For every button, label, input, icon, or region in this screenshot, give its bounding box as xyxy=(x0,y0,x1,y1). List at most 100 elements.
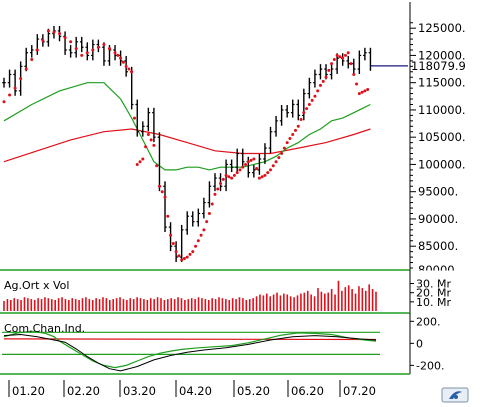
parabolic-sar-dot xyxy=(121,60,125,64)
price-bar xyxy=(246,156,251,178)
parabolic-sar-dot xyxy=(313,94,317,98)
parabolic-sar-dot xyxy=(316,89,320,93)
parabolic-sar-dot xyxy=(235,171,239,175)
parabolic-sar-dot xyxy=(199,233,203,237)
parabolic-sar-dot xyxy=(244,162,248,166)
parabolic-sar-dot xyxy=(30,58,34,62)
price-tick-label: 95000. xyxy=(418,185,458,199)
price-bar xyxy=(7,69,12,88)
volume-title: Ag.Ort x Vol xyxy=(4,279,69,292)
price-bar xyxy=(329,64,334,80)
parabolic-sar-dot xyxy=(207,211,211,215)
parabolic-sar-dot xyxy=(188,252,192,256)
label-mask xyxy=(416,270,482,283)
parabolic-sar-dot xyxy=(299,117,303,121)
parabolic-sar-dot xyxy=(191,250,195,254)
parabolic-sar-dot xyxy=(74,47,78,51)
oscillator-line xyxy=(3,330,377,369)
price-bar xyxy=(179,224,184,263)
oscillator-tick-label: 0 xyxy=(416,337,423,350)
parabolic-sar-dot xyxy=(113,51,117,55)
parabolic-sar-dot xyxy=(205,220,209,224)
price-bar xyxy=(290,99,295,118)
parabolic-sar-dot xyxy=(282,146,286,150)
price-tick-label: 90000. xyxy=(418,212,458,226)
oscillator-title: Com.Chan.Ind. xyxy=(4,322,85,335)
parabolic-sar-dot xyxy=(260,175,264,179)
price-bar xyxy=(24,47,29,72)
price-bar xyxy=(235,148,239,173)
oscillator-tick-label: -200. xyxy=(416,359,444,372)
parabolic-sar-dot xyxy=(216,187,220,191)
parabolic-sar-dot xyxy=(285,141,289,145)
date-axis: 01.20 02.20 03.20 04.20 05.20 06.20 07.20 xyxy=(8,380,376,398)
oscillator-panel: Com.Chan.Ind. 200. 0 -200. xyxy=(0,313,444,375)
parabolic-sar-dot xyxy=(96,45,100,49)
parabolic-sar-dot xyxy=(302,111,306,115)
parabolic-sar-dot xyxy=(13,86,17,90)
parabolic-sar-dot xyxy=(174,250,178,254)
price-tick-label: 85000. xyxy=(418,239,458,253)
volume-tick-label: 10. Mr xyxy=(416,296,451,309)
price-bar xyxy=(346,55,351,69)
parabolic-sar-dot xyxy=(221,177,225,181)
price-bar xyxy=(196,208,201,227)
parabolic-sar-dot xyxy=(24,67,28,71)
parabolic-sar-dot xyxy=(318,83,322,87)
moving-average-long-line xyxy=(3,128,371,163)
parabolic-sar-dot xyxy=(224,173,228,177)
parabolic-sar-dot xyxy=(69,40,73,44)
price-bar xyxy=(357,50,362,74)
parabolic-sar-dot xyxy=(146,132,150,136)
parabolic-sar-dot xyxy=(332,58,336,62)
parabolic-sar-dot xyxy=(255,167,259,171)
parabolic-sar-dot xyxy=(352,73,356,77)
date-tick-label: 07.20 xyxy=(343,384,376,398)
parabolic-sar-dot xyxy=(182,256,186,260)
price-bar xyxy=(35,34,40,55)
parabolic-sar-dot xyxy=(2,100,6,104)
price-bar xyxy=(263,143,267,164)
parabolic-sar-dot xyxy=(310,98,314,102)
parabolic-sar-dot xyxy=(327,68,331,72)
parabolic-sar-dot xyxy=(288,137,292,141)
price-bar xyxy=(207,181,212,208)
oscillator-smoothed-line xyxy=(3,333,377,372)
price-bar xyxy=(29,45,34,58)
parabolic-sar-dot xyxy=(138,160,142,164)
parabolic-sar-dot xyxy=(8,93,12,97)
price-bar xyxy=(2,77,6,88)
parabolic-sar-dot xyxy=(149,138,153,142)
parabolic-sar-dot xyxy=(135,162,139,166)
price-bar xyxy=(152,107,156,143)
parabolic-sar-dot xyxy=(19,77,23,81)
price-bar xyxy=(240,148,245,167)
oscillator-tick-label: 200. xyxy=(416,315,441,328)
parabolic-sar-dot xyxy=(257,176,261,180)
chart-toolbar-icon[interactable] xyxy=(441,387,469,403)
parabolic-sar-dot xyxy=(41,38,45,42)
price-series-group xyxy=(2,25,373,263)
price-bar xyxy=(68,45,73,58)
price-bar xyxy=(146,107,151,132)
parabolic-sar-dot xyxy=(271,164,275,168)
date-tick-label: 02.20 xyxy=(67,384,100,398)
price-bar xyxy=(252,164,256,178)
price-tick-label: 100000. xyxy=(418,157,466,171)
parabolic-sar-dot xyxy=(177,254,181,258)
parabolic-sar-dot xyxy=(155,164,159,168)
price-bar xyxy=(279,105,284,126)
parabolic-sar-dot xyxy=(194,244,198,248)
parabolic-sar-dot xyxy=(35,48,39,52)
parabolic-sar-dot xyxy=(141,157,145,161)
parabolic-sar-dot xyxy=(219,182,223,186)
price-bar xyxy=(102,42,106,66)
parabolic-sar-dot xyxy=(274,160,278,164)
parabolic-sar-dot xyxy=(144,145,148,149)
parabolic-sar-dot xyxy=(124,64,128,68)
parabolic-sar-dot xyxy=(119,56,123,60)
price-bar xyxy=(63,31,67,55)
price-bar xyxy=(79,36,84,53)
parabolic-sar-dot xyxy=(227,175,231,179)
